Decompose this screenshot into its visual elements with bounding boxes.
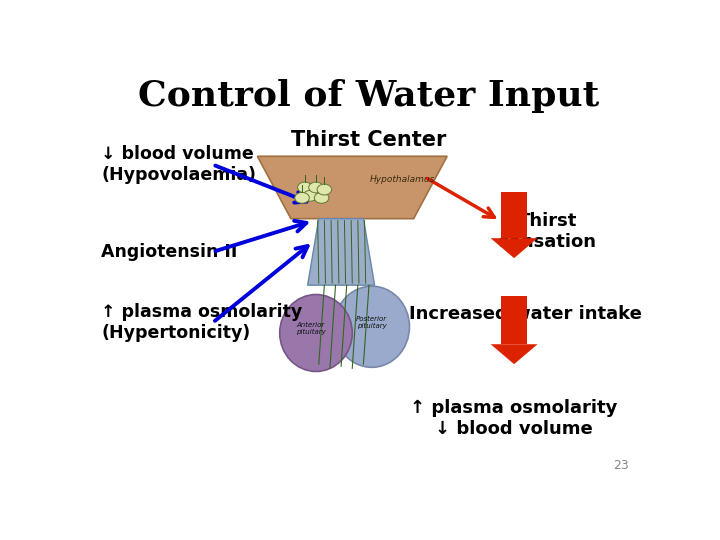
Circle shape	[294, 192, 310, 203]
Circle shape	[297, 182, 312, 193]
Text: Control of Water Input: Control of Water Input	[138, 79, 600, 113]
Text: Angiotensin II: Angiotensin II	[101, 243, 238, 261]
Circle shape	[309, 182, 323, 193]
Polygon shape	[490, 344, 538, 364]
Text: Anterior
pituitary: Anterior pituitary	[295, 322, 325, 335]
Polygon shape	[501, 295, 527, 344]
Text: ↑ plasma osmolarity
(Hypertonicity): ↑ plasma osmolarity (Hypertonicity)	[101, 303, 302, 342]
Ellipse shape	[280, 294, 352, 372]
Polygon shape	[501, 192, 527, 238]
Polygon shape	[258, 156, 447, 219]
Text: Thirst
sensation: Thirst sensation	[498, 212, 597, 251]
Text: Thirst Center: Thirst Center	[292, 130, 446, 150]
Text: Hypothalamus: Hypothalamus	[370, 174, 435, 184]
Polygon shape	[307, 219, 374, 285]
Polygon shape	[490, 238, 538, 258]
Circle shape	[315, 192, 329, 203]
Text: Increased water intake: Increased water intake	[409, 305, 642, 323]
Circle shape	[317, 184, 332, 195]
Text: ↓ blood volume
(Hypovolaemia): ↓ blood volume (Hypovolaemia)	[101, 145, 256, 184]
Ellipse shape	[334, 286, 410, 367]
Text: ↑ plasma osmolarity
↓ blood volume: ↑ plasma osmolarity ↓ blood volume	[410, 399, 618, 437]
Circle shape	[303, 191, 318, 201]
Text: 23: 23	[613, 460, 629, 472]
Text: Posterior
pituitary: Posterior pituitary	[356, 316, 387, 329]
